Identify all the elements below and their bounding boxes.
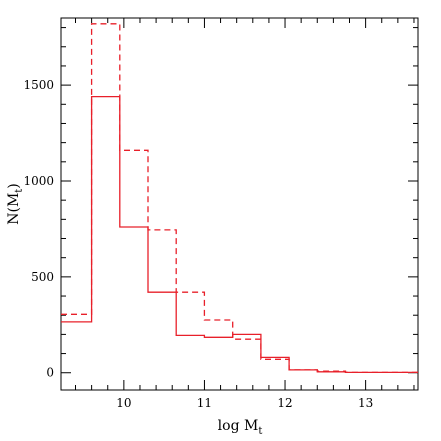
- x-tick-label: 12: [277, 396, 292, 410]
- x-tick-label: 10: [116, 396, 131, 410]
- y-tick-label: 1500: [23, 78, 54, 92]
- x-tick-label: 13: [358, 396, 373, 410]
- series-dashed-line: [61, 23, 418, 374]
- axis-tick-labels: 10 11 12 13 0 500 1000 1500: [23, 78, 373, 410]
- series-lines: [61, 23, 418, 374]
- series-solid-line: [61, 95, 418, 374]
- y-tick-label: 500: [31, 270, 54, 284]
- y-tick-label: 1000: [23, 174, 54, 188]
- y-tick-label: 0: [46, 366, 54, 380]
- x-axis-label: log Mt: [218, 418, 263, 437]
- plot-frame: [60, 17, 419, 391]
- y-axis-label: N(Mt): [6, 183, 25, 225]
- x-tick-label: 11: [197, 396, 212, 410]
